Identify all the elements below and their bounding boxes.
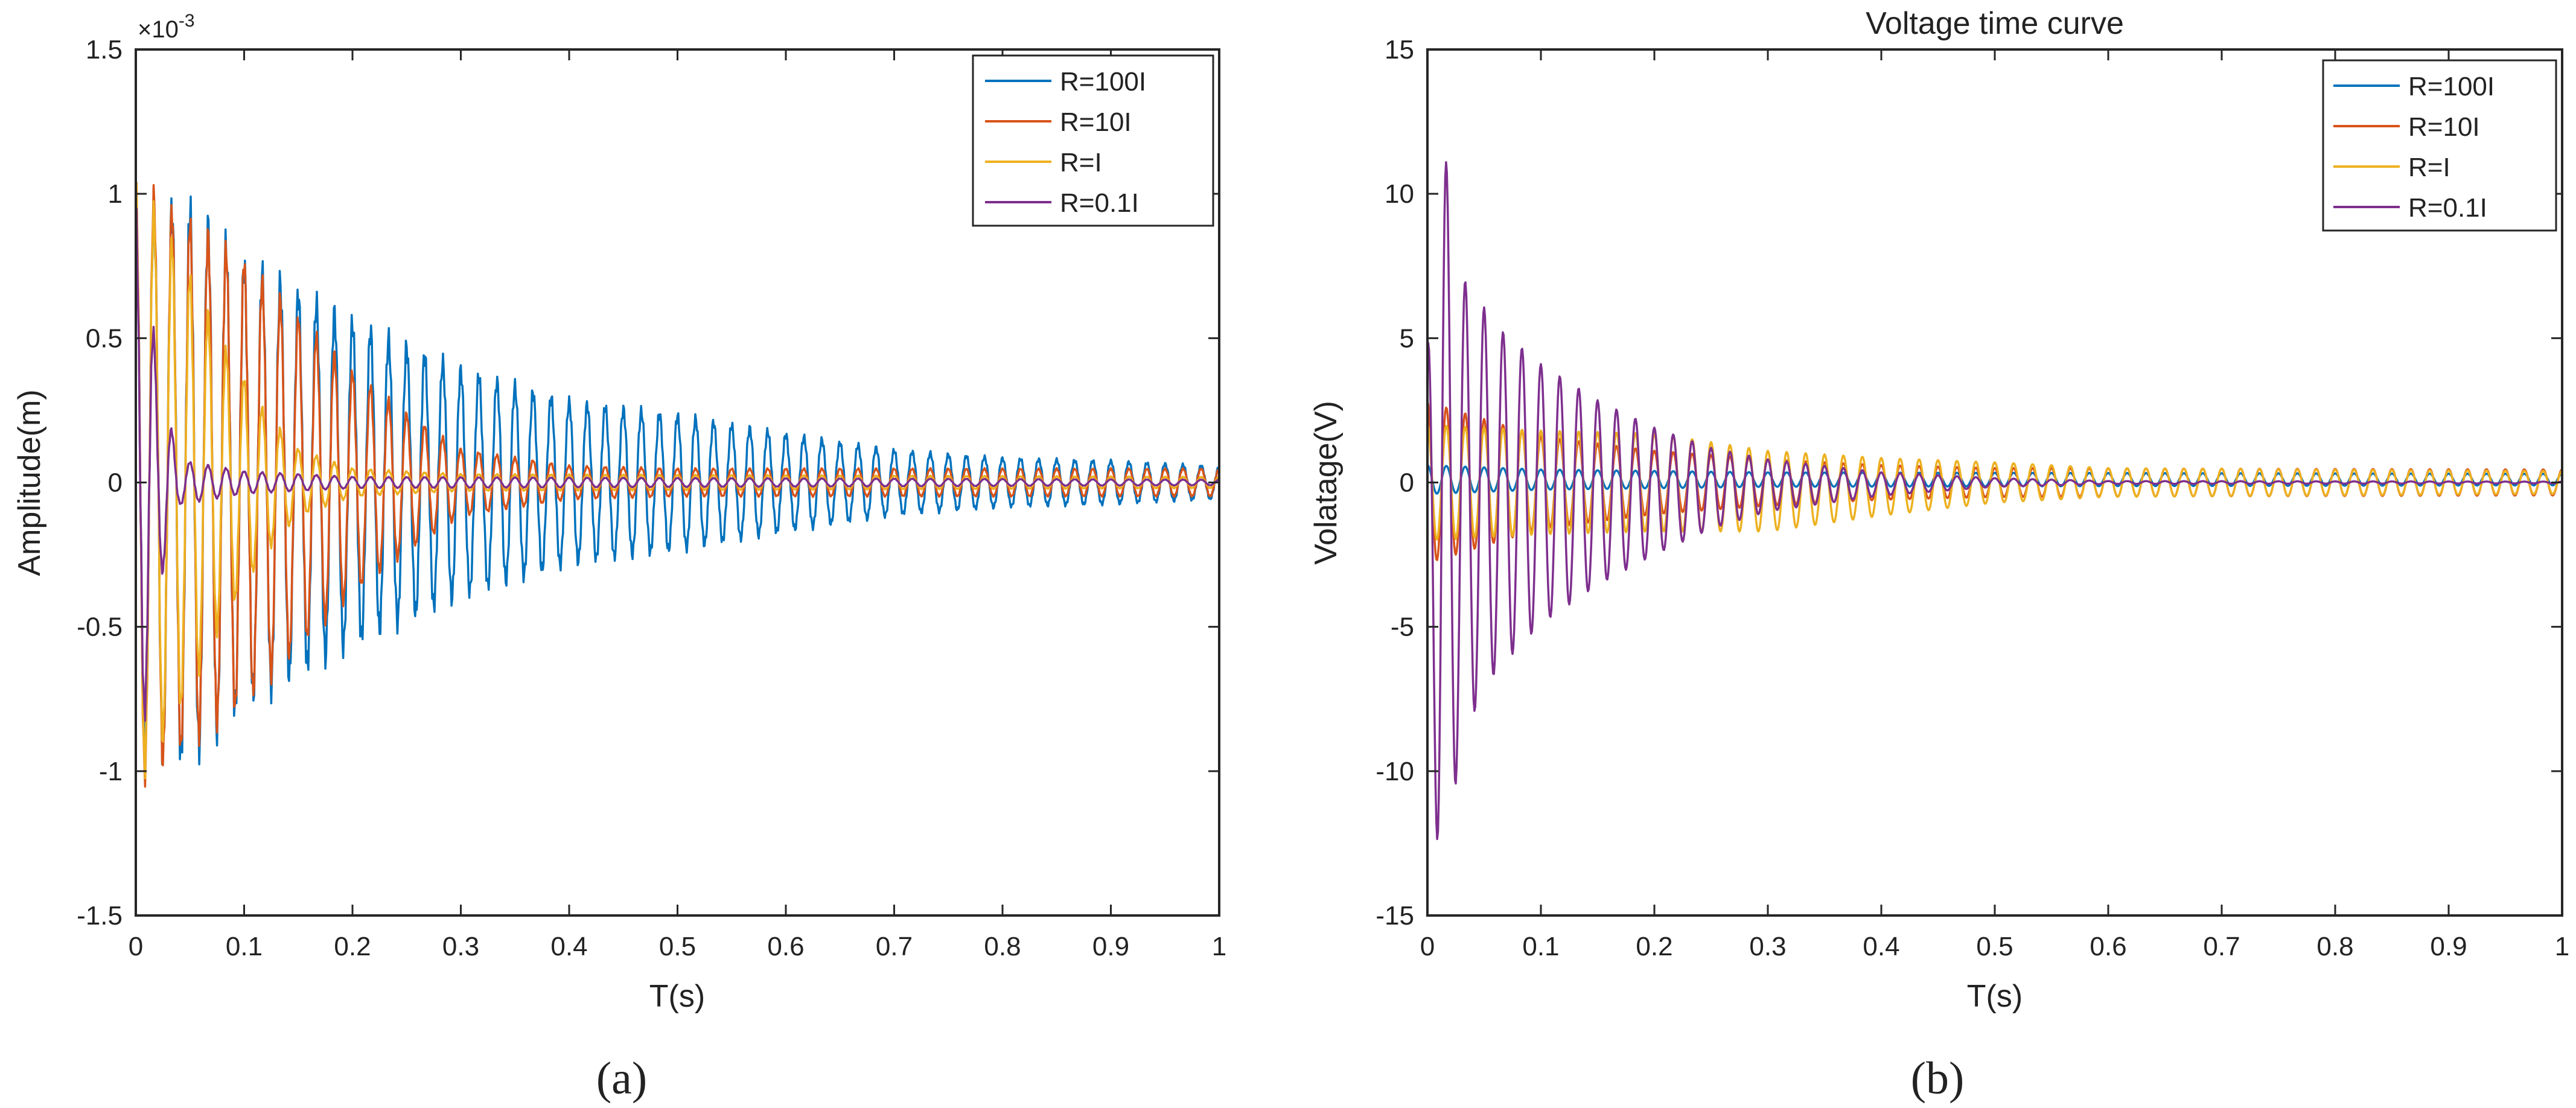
panel-a-legend-box [972,54,1214,227]
panel-b-series-layer [1426,161,2563,841]
panel-a-series-2 [135,182,1220,788]
panel-a: 0 0.1 0.2 0.3 0.4 0.5 0.6 0.7 0.8 0.9 1 -1.5 -1 -0.5 0… [12,11,1226,1104]
panel-a-y-multiplier: ×10-3 [138,11,195,43]
panel-b-x-tick-label: 0.4 [1863,932,1899,961]
panel-b-caption: (b) [1911,1053,1965,1104]
panel-a-x-tick-label: 0 [129,932,143,961]
panel-a-legend-label-1: R=100I [1060,67,1146,97]
panel-a-x-tick-label: 0.8 [984,932,1021,961]
panel-a-series-layer [135,182,1220,788]
panel-b-legend-label-2: R=10I [2408,112,2480,142]
panel-a-x-label: T(s) [649,979,705,1014]
panel-b-legend: R=100I R=10I R=I R=0.1I [2322,59,2557,232]
panel-b-y-label: Volatage(V) [1309,401,1344,565]
panel-b-x-tick-label: 0.5 [1976,932,2013,961]
panel-a-x-tick-label: 0.1 [226,932,263,961]
panel-a-legend-label-4: R=0.1I [1060,188,1139,218]
panel-b-y-tick-label: 5 [1400,323,1414,353]
panel-b-legend-label-4: R=0.1I [2408,193,2487,223]
panel-b-legend-label-1: R=100I [2408,72,2495,101]
panel-a-x-tick-label: 0.4 [550,932,587,961]
panel-b-y-tick-label: 0 [1400,468,1414,498]
panel-b: 0 0.1 0.2 0.3 0.4 0.5 0.6 0.7 0.8 0.9 1 -15 -10 -5 0 5 1… [1309,6,2569,1104]
panel-b-x-tick-label: 0.3 [1749,932,1786,961]
panel-a-legend: R=100I R=10I R=I R=0.1I [972,54,1214,227]
panel-a-x-tick-label: 1 [1212,932,1226,961]
panel-a-y-tick-label: 0.5 [86,323,123,353]
panel-a-legend-label-2: R=10I [1060,107,1132,137]
panel-a-ticks: 0 0.1 0.2 0.3 0.4 0.5 0.6 0.7 0.8 0.9 1 -1.5 -1 -0.5 0… [77,35,1226,961]
panel-b-legend-label-3: R=I [2408,153,2450,182]
panel-a-y-tick-label: -1.5 [77,901,123,931]
panel-a-x-tick-label: 0.9 [1092,932,1129,961]
panel-b-y-tick-label: 15 [1385,35,1414,65]
panel-a-caption: (a) [596,1053,647,1104]
panel-b-y-tick-label: -10 [1376,757,1414,786]
panel-a-y-tick-label: 1 [108,179,123,209]
panel-b-x-tick-label: 0.2 [1636,932,1672,961]
panel-b-x-tick-label: 0.8 [2316,932,2353,961]
panel-a-x-tick-label: 0.6 [767,932,804,961]
panel-b-x-tick-label: 0.6 [2090,932,2126,961]
panel-b-series-1 [1427,464,2563,495]
panel-a-x-tick-label: 0.3 [442,932,479,961]
panel-a-series-4 [135,207,1220,722]
panel-b-x-tick-label: 0 [1420,932,1435,961]
panel-a-y-tick-label: -1 [99,757,123,786]
panel-a-y-tick-label: 0 [108,468,123,498]
panel-a-x-tick-label: 0.5 [659,932,696,961]
panel-b-x-tick-label: 0.1 [1522,932,1559,961]
panel-b-series-4 [1426,161,2563,841]
panel-b-x-tick-label: 0.9 [2430,932,2467,961]
panel-b-ticks: 0 0.1 0.2 0.3 0.4 0.5 0.6 0.7 0.8 0.9 1 -15 -10 -5 0 5 1… [1376,35,2569,961]
panel-a-y-tick-label: -0.5 [77,613,123,642]
panel-a-y-tick-label: 1.5 [86,35,123,65]
panel-b-y-tick-label: -5 [1391,613,1414,642]
panel-b-series-3 [1426,424,2563,541]
panel-b-y-tick-label: -15 [1376,901,1414,931]
panel-b-y-tick-label: 10 [1385,179,1414,209]
panel-a-x-tick-label: 0.2 [334,932,371,961]
panel-b-x-label: T(s) [1967,979,2023,1014]
panel-b-legend-box [2322,59,2557,232]
panel-b-x-tick-label: 1 [2555,932,2569,961]
panel-a-series-1 [135,186,1220,780]
panel-a-legend-label-3: R=I [1060,148,1102,177]
panel-b-x-tick-label: 0.7 [2203,932,2240,961]
panel-a-y-label: Amplitude(m) [12,389,47,576]
panel-a-x-tick-label: 0.7 [876,932,913,961]
panel-a-series-3 [135,182,1220,780]
panel-b-title: Voltage time curve [1866,6,2124,41]
